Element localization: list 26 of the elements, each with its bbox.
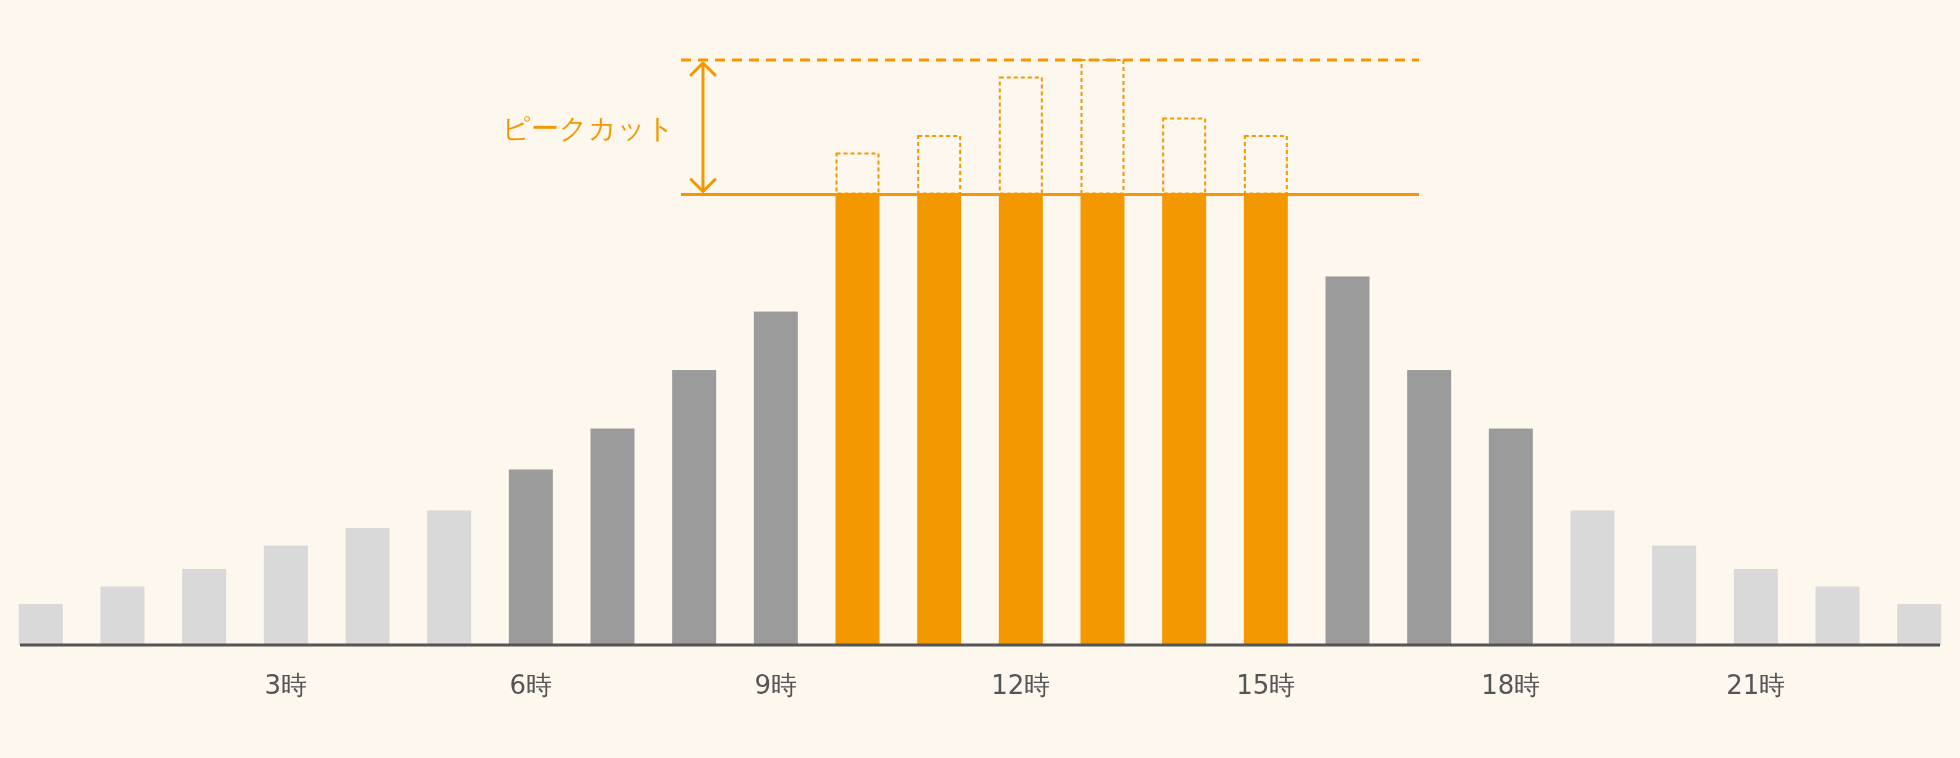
bar <box>18 604 63 645</box>
x-tick-label: 12時 <box>991 670 1051 700</box>
bar <box>508 469 553 645</box>
x-tick-label: 21時 <box>1726 670 1786 700</box>
x-tick-label: 15時 <box>1236 670 1296 700</box>
bar <box>1733 568 1778 645</box>
bar <box>1815 586 1860 645</box>
bar <box>1407 370 1452 645</box>
bar <box>1897 604 1942 645</box>
bar <box>1325 276 1370 645</box>
x-tick-label: 18時 <box>1481 670 1541 700</box>
x-tick-label: 6時 <box>509 670 553 700</box>
bar <box>1570 510 1615 645</box>
bar <box>1488 428 1533 645</box>
bar <box>753 311 798 645</box>
annotation: ピークカット <box>502 112 675 145</box>
bar <box>590 428 635 645</box>
x-tick-label: 9時 <box>754 670 798 700</box>
x-tick-label: 3時 <box>264 670 308 700</box>
bar <box>1652 545 1697 645</box>
bar <box>182 568 227 645</box>
bar <box>263 545 308 645</box>
bar <box>427 510 472 645</box>
bar <box>100 586 145 645</box>
bar <box>672 370 717 645</box>
bar <box>345 528 390 645</box>
